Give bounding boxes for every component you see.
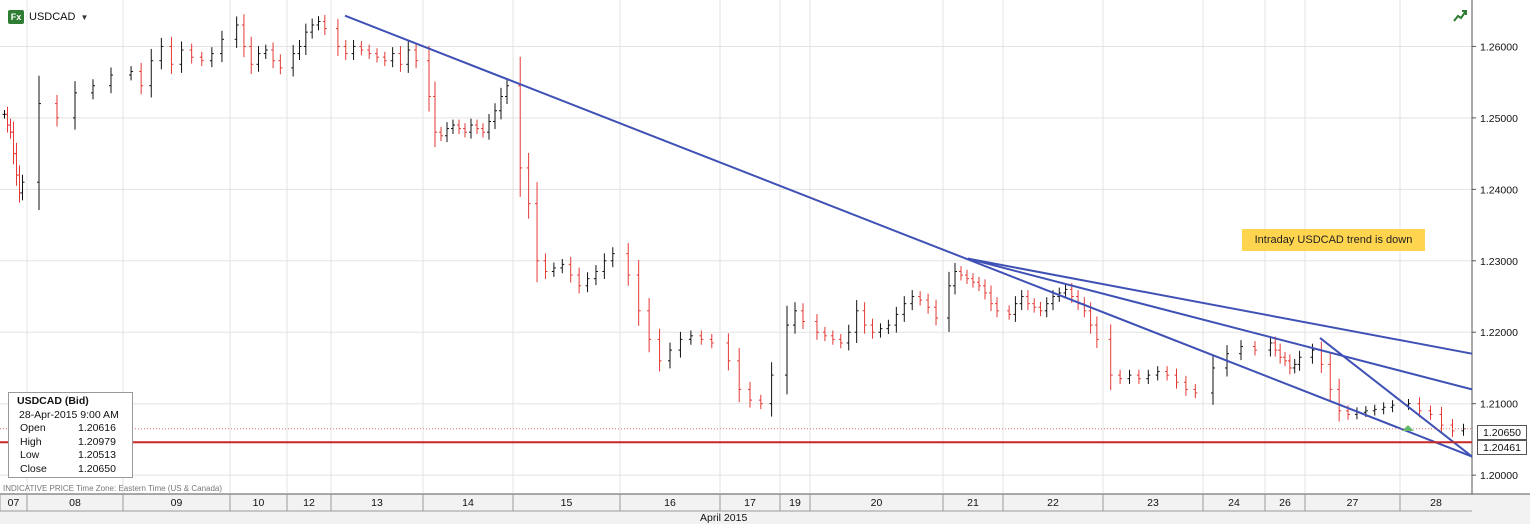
info-row-high: High 1.20979 <box>9 436 132 450</box>
x-tick-label: 22 <box>1047 497 1059 509</box>
x-tick-label: 20 <box>871 497 883 509</box>
y-tick-label: 1.20000 <box>1480 470 1518 482</box>
y-tick-label: 1.23000 <box>1480 256 1518 268</box>
info-row-close: Close 1.20650 <box>9 463 132 477</box>
x-axis-band <box>0 494 1530 524</box>
info-title: USDCAD (Bid) <box>17 395 89 407</box>
fx-icon: Fx <box>8 10 24 24</box>
info-date: 28-Apr-2015 9:00 AM <box>19 408 119 421</box>
y-tick-label: 1.25000 <box>1480 113 1518 125</box>
symbol-selector[interactable]: Fx USDCAD ▼ <box>8 8 88 26</box>
month-label: April 2015 <box>700 512 748 524</box>
info-value: 1.20616 <box>78 422 116 434</box>
current-price-tag: 1.20650 <box>1477 425 1527 440</box>
trend-up-icon[interactable] <box>1452 9 1468 23</box>
trendline <box>1319 337 1473 458</box>
trendline <box>344 14 1473 458</box>
trend-annotation: Intraday USDCAD trend is down <box>1242 229 1425 251</box>
x-tick-label: 28 <box>1430 497 1442 509</box>
x-tick-label: 19 <box>789 497 801 509</box>
y-tick-label: 1.22000 <box>1480 327 1518 339</box>
y-tick-label: 1.26000 <box>1480 41 1518 53</box>
x-tick-label: 23 <box>1147 497 1159 509</box>
x-tick-label: 09 <box>171 497 183 509</box>
x-tick-label: 17 <box>744 497 756 509</box>
info-label: Low <box>20 449 40 461</box>
x-tick-label: 07 <box>8 497 20 509</box>
info-label: Open <box>20 422 46 434</box>
y-tick-label: 1.21000 <box>1480 399 1518 411</box>
x-tick-label: 08 <box>69 497 81 509</box>
info-row-low: Low 1.20513 <box>9 449 132 463</box>
footer-note: INDICATIVE PRICE Time Zone: Eastern Time… <box>3 484 223 493</box>
info-value: 1.20979 <box>78 435 116 448</box>
y-tick-label: 1.24000 <box>1480 184 1518 196</box>
alert-marker-icon <box>1402 425 1414 431</box>
symbol-name: USDCAD <box>29 11 76 23</box>
x-tick-label: 24 <box>1228 497 1240 509</box>
x-tick-label: 13 <box>371 497 383 509</box>
x-tick-label: 27 <box>1347 497 1359 509</box>
info-row-open: Open 1.20616 <box>9 422 132 436</box>
x-tick-label: 12 <box>303 497 315 509</box>
chevron-down-icon[interactable]: ▼ <box>80 12 89 22</box>
info-label: Close <box>20 462 47 475</box>
trendline <box>967 257 1473 391</box>
x-tick-label: 10 <box>253 497 265 509</box>
info-value: 1.20650 <box>78 462 116 475</box>
trendline <box>967 257 1473 355</box>
ohlc-info-box: USDCAD (Bid) 28-Apr-2015 9:00 AM Open 1.2… <box>8 392 133 478</box>
info-label: High <box>20 435 42 448</box>
x-tick-label: 26 <box>1279 497 1291 509</box>
x-tick-label: 14 <box>462 497 474 509</box>
x-tick-label: 16 <box>664 497 676 509</box>
x-tick-label: 21 <box>967 497 979 509</box>
x-tick-label: 15 <box>561 497 573 509</box>
info-value: 1.20513 <box>78 449 116 461</box>
support-price-tag: 1.20461 <box>1477 440 1527 455</box>
